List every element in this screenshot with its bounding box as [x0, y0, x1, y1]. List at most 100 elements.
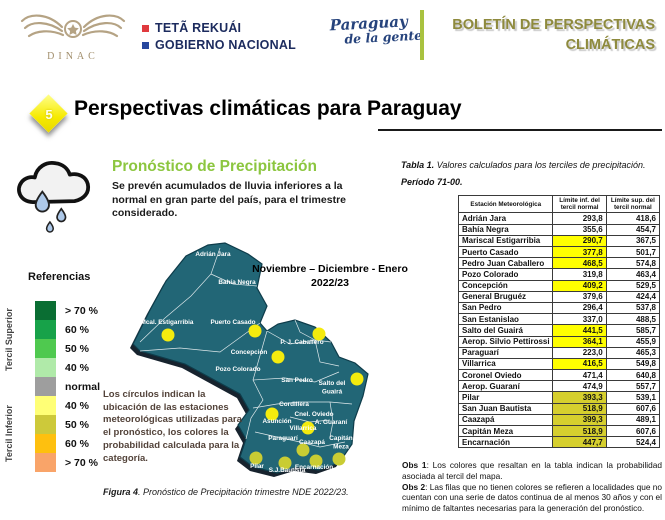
station-cell: Mariscal Estigarribia [457, 234, 554, 248]
legend-label: 40 % [65, 399, 89, 412]
legend-label: > 70 % [65, 456, 98, 469]
limite-sup-cell: 454,7 [605, 223, 661, 236]
bulletin-title-line1: BOLETÍN DE PERSPECTIVAS [452, 17, 655, 33]
limite-inf-cell: 518,9 [552, 425, 607, 438]
legend-item: normal [35, 377, 100, 396]
dinac-star-icon [67, 24, 79, 35]
bulletin-title: BOLETÍN DE PERSPECTIVAS CLIMÁTICAS [427, 16, 655, 55]
header-divider-bar [420, 10, 424, 60]
title-rule [378, 129, 662, 131]
station-circle [296, 443, 310, 457]
station-circle [265, 407, 279, 421]
precip-description: Se prevén acumulados de lluvia inferiore… [112, 180, 346, 220]
table-caption-bold: Tabla 1. [401, 160, 435, 170]
table-caption-rest: Valores calculados para los terciles de … [434, 160, 646, 170]
gov-line-1: TETÃ REKUÁI [142, 20, 296, 37]
legend-label: 50 % [65, 342, 89, 355]
country-shape [132, 242, 369, 474]
legend-swatch [35, 415, 56, 434]
gov-line2-text: GOBIERNO NACIONAL [155, 37, 296, 52]
station-label: Asunción [262, 418, 291, 425]
station-label: Pozo Colorado [215, 366, 260, 373]
station-cell: Concepción [457, 279, 554, 292]
legend-swatch [35, 453, 56, 472]
limite-sup-cell: 524,4 [605, 436, 661, 449]
dinac-logo: DINAC [20, 14, 126, 62]
table-row: Capitán Meza 518,9 607,6 [457, 425, 661, 438]
station-circle [312, 327, 326, 341]
station-circle [301, 421, 315, 435]
station-cell: Aerop. Silvio Pettirossi [457, 335, 554, 348]
station-cell: Capitán Meza [457, 425, 554, 438]
legend-swatch [35, 358, 56, 377]
station-circle [332, 452, 346, 466]
limite-inf-cell: 474,9 [552, 380, 607, 393]
dinac-label: DINAC [47, 51, 99, 62]
station-circle [161, 328, 175, 342]
limite-inf-cell: 399,3 [552, 413, 607, 427]
legend-swatch [35, 396, 56, 415]
limite-sup-cell: 424,4 [605, 290, 661, 303]
limite-sup-cell: 488,5 [605, 313, 661, 326]
blue-bullet-square [142, 41, 149, 49]
legend-item: 40 % [35, 396, 100, 415]
legend-label: 60 % [65, 437, 89, 450]
page-title: Perspectivas climáticas para Paraguay [74, 97, 462, 120]
station-cell: Pedro Juan Caballero [457, 257, 554, 270]
table-row: Mariscal Estigarribia 290,7 367,5 [457, 234, 661, 248]
header-limite-inf: Límite inf. del tercil normal [552, 194, 607, 214]
obs2-label: Obs 2 [402, 481, 426, 492]
station-label: Adrián Jara [195, 251, 231, 258]
table-row: Pedro Juan Caballero 468,5 574,8 [457, 257, 661, 270]
station-label: San Pedro [281, 377, 313, 384]
limite-sup-cell: 418,6 [605, 212, 661, 225]
legend-swatch [35, 377, 56, 396]
limite-inf-cell: 296,4 [552, 301, 607, 315]
legend-swatch [35, 339, 56, 358]
station-label: Cnel. Oviedo [294, 411, 333, 418]
legend-item: > 70 % [35, 453, 100, 472]
limite-inf-cell: 416,5 [552, 357, 607, 371]
limite-sup-cell: 539,1 [605, 391, 661, 404]
table-row: Encarnación 447,7 524,4 [457, 436, 661, 449]
limite-inf-cell: 471,4 [552, 369, 607, 382]
station-circle [350, 372, 364, 386]
table-row: Bahía Negra 355,6 454,7 [457, 223, 661, 236]
gov-line1-text: TETÃ REKUÁI [155, 21, 242, 35]
station-cell: Paraguarí [457, 346, 554, 359]
limite-sup-cell: 537,8 [605, 301, 661, 315]
limite-sup-cell: 640,8 [605, 369, 661, 382]
table-row: Aerop. Guaraní 474,9 557,7 [457, 380, 661, 393]
limite-sup-cell: 489,1 [605, 413, 661, 427]
station-label: Caazapá [299, 439, 325, 446]
header-limite-sup: Límite sup. del tercil normal [605, 194, 661, 214]
table-row: San Pedro 296,4 537,8 [457, 301, 661, 315]
table-row: General Bruguéz 379,6 424,4 [457, 290, 661, 303]
station-circle [248, 324, 262, 338]
limite-inf-cell: 290,7 [552, 234, 607, 248]
tercil-inferior-label: Tercil Inferior [4, 405, 14, 463]
station-cell: Aerop. Guaraní [457, 380, 554, 393]
legend-items: > 70 % 60 % 50 % 40 % normal 40 % 50 % 60 % > 70… [35, 301, 100, 472]
obs2: Obs 2: Las filas que no tienen colores s… [402, 482, 662, 514]
figure-caption-rest: . Pronóstico de Precipitación trimestre … [138, 487, 349, 497]
limite-inf-cell: 393,3 [552, 391, 607, 404]
limite-sup-cell: 557,7 [605, 380, 661, 393]
table-row: Caazapá 399,3 489,1 [457, 413, 661, 427]
limite-inf-cell: 319,8 [552, 268, 607, 281]
legend-item: 60 % [35, 434, 100, 453]
limite-inf-cell: 518,9 [552, 402, 607, 415]
limite-sup-cell: 549,8 [605, 357, 661, 371]
red-bullet-square [142, 24, 149, 32]
station-label: Mcal. Estigarribia [141, 319, 194, 326]
table-row: Aerop. Silvio Pettirossi 364,1 455,9 [457, 335, 661, 348]
limite-inf-cell: 355,6 [552, 223, 607, 236]
legend-item: > 70 % [35, 301, 100, 320]
rain-cloud-icon [17, 161, 91, 233]
station-circle [249, 451, 263, 465]
station-cell: Adrián Jara [457, 212, 554, 225]
table-row: Salto del Guairá 441,5 585,7 [457, 324, 661, 337]
legend-label: 50 % [65, 418, 89, 431]
table-row: Puerto Casado 377,8 501,7 [457, 246, 661, 259]
